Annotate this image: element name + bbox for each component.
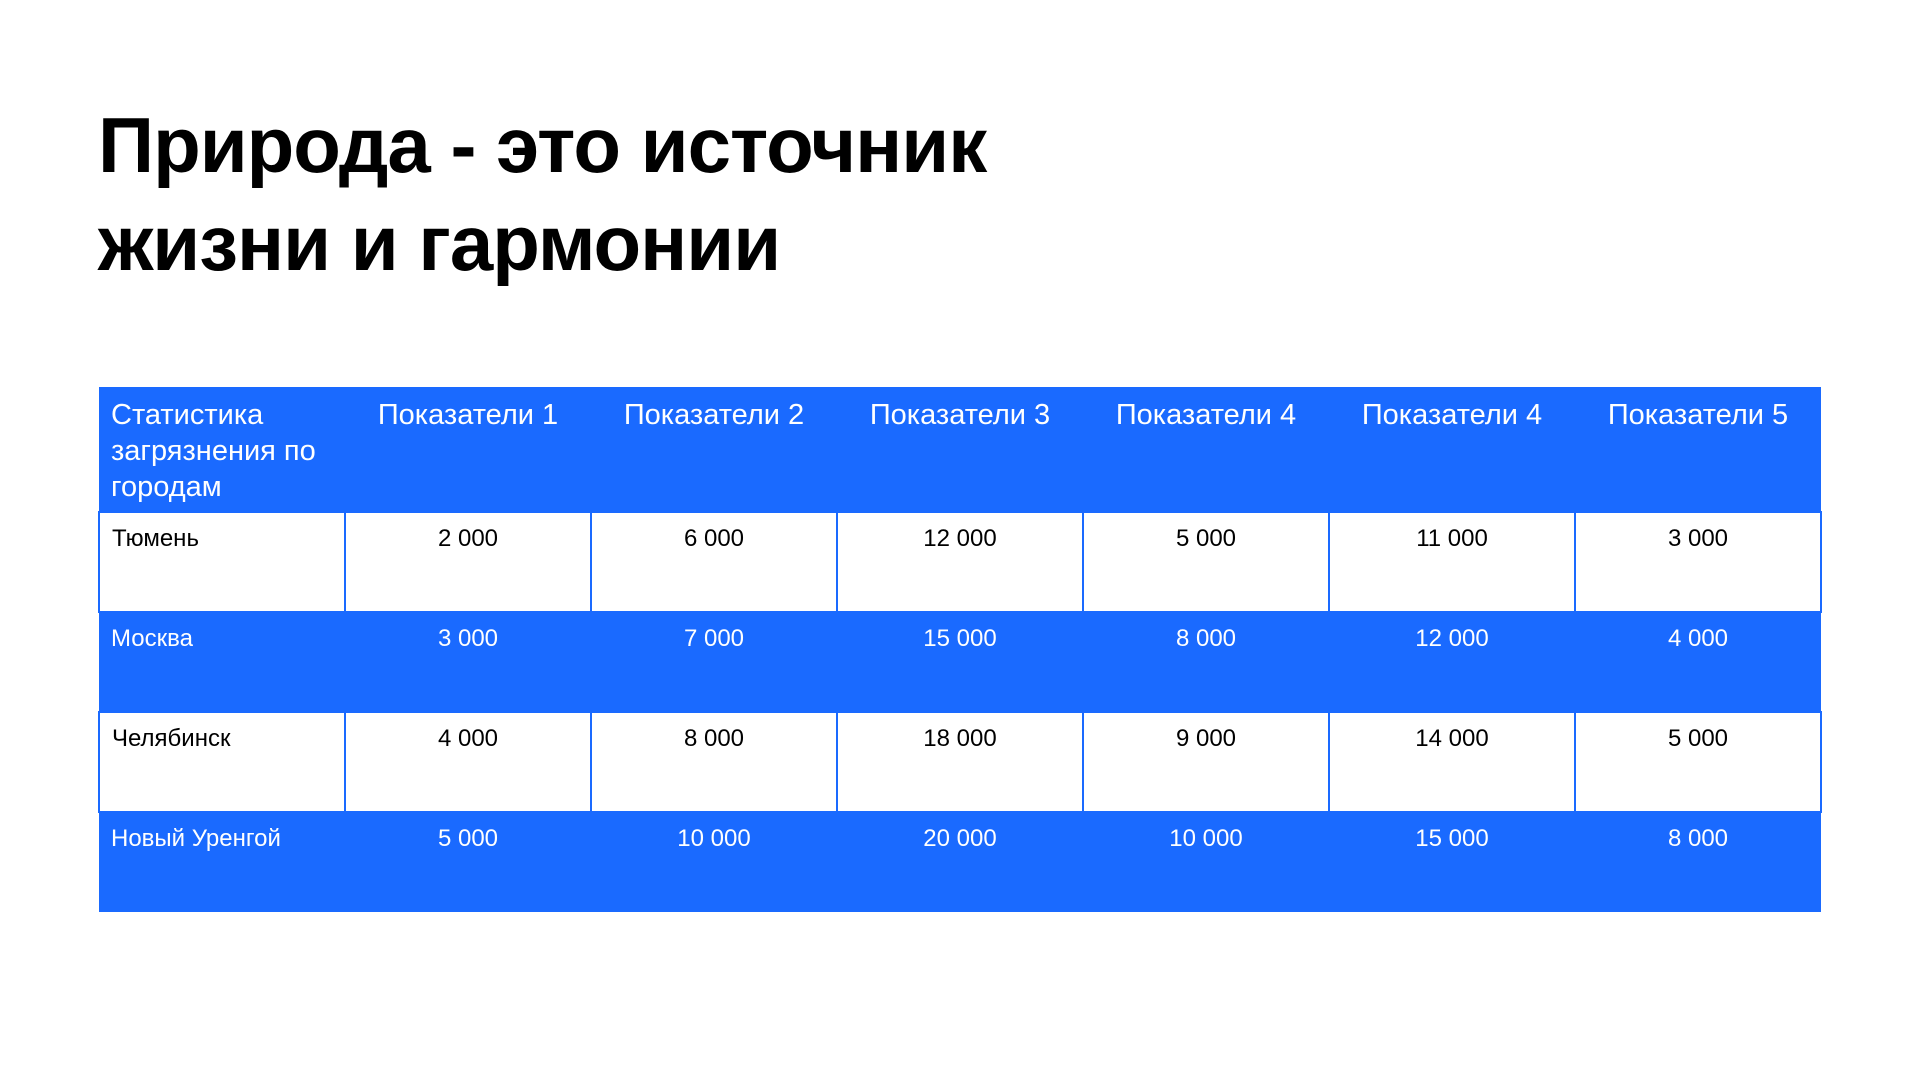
- value-cell: 5 000: [1082, 511, 1330, 613]
- value-cell: 10 000: [1083, 812, 1329, 912]
- header-cell: Статистика загрязнения по городам: [99, 387, 345, 512]
- value-cell: 12 000: [836, 511, 1084, 613]
- value-cell: 7 000: [591, 612, 837, 712]
- value-cell: 20 000: [837, 812, 1083, 912]
- table-row: Тюмень 2 000 6 000 12 000 5 000 11 000 3 000: [98, 511, 1822, 613]
- table-row: Москва 3 000 7 000 15 000 8 000 12 000 4 000: [99, 612, 1821, 712]
- city-cell: Тюмень: [98, 511, 346, 613]
- value-cell: 2 000: [344, 511, 592, 613]
- header-cell: Показатели 2: [591, 387, 837, 512]
- value-cell: 15 000: [837, 612, 1083, 712]
- title-line-1: Природа - это источник: [98, 101, 987, 189]
- value-cell: 3 000: [1574, 511, 1822, 613]
- value-cell: 18 000: [836, 711, 1084, 813]
- value-cell: 12 000: [1329, 612, 1575, 712]
- value-cell: 15 000: [1329, 812, 1575, 912]
- value-cell: 8 000: [1575, 812, 1821, 912]
- header-cell: Показатели 3: [837, 387, 1083, 512]
- value-cell: 10 000: [591, 812, 837, 912]
- city-cell: Москва: [99, 612, 345, 712]
- table-row: Новый Уренгой 5 000 10 000 20 000 10 000 15 0…: [99, 812, 1821, 912]
- value-cell: 11 000: [1328, 511, 1576, 613]
- value-cell: 9 000: [1082, 711, 1330, 813]
- header-cell: Показатели 1: [345, 387, 591, 512]
- header-cell: Показатели 4: [1329, 387, 1575, 512]
- value-cell: 14 000: [1328, 711, 1576, 813]
- city-cell: Новый Уренгой: [99, 812, 345, 912]
- value-cell: 6 000: [590, 511, 838, 613]
- value-cell: 5 000: [345, 812, 591, 912]
- value-cell: 4 000: [344, 711, 592, 813]
- value-cell: 4 000: [1575, 612, 1821, 712]
- value-cell: 5 000: [1574, 711, 1822, 813]
- value-cell: 3 000: [345, 612, 591, 712]
- value-cell: 8 000: [1083, 612, 1329, 712]
- header-cell: Показатели 5: [1575, 387, 1821, 512]
- table-header-row: Статистика загрязнения по городам Показа…: [99, 387, 1821, 512]
- pollution-table: Статистика загрязнения по городам Показа…: [98, 387, 1822, 912]
- page-title: Природа - это источник жизни и гармонии: [98, 96, 987, 292]
- city-cell: Челябинск: [98, 711, 346, 813]
- header-cell: Показатели 4: [1083, 387, 1329, 512]
- title-line-2: жизни и гармонии: [98, 199, 781, 287]
- table-row: Челябинск 4 000 8 000 18 000 9 000 14 000 5 00…: [98, 711, 1822, 813]
- value-cell: 8 000: [590, 711, 838, 813]
